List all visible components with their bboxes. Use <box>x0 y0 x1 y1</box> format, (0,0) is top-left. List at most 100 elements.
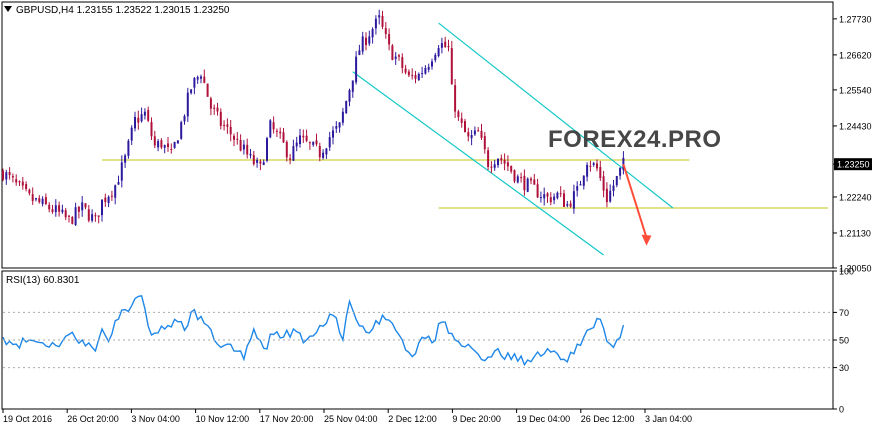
time-tick-label: 9 Dec 20:00 <box>452 414 501 424</box>
time-tick-label: 25 Nov 04:00 <box>324 414 378 424</box>
candle-body-bear <box>18 181 21 183</box>
candle-body-bear <box>302 135 305 138</box>
candle-body-bear <box>8 172 11 176</box>
candle-body-bull <box>143 111 146 116</box>
candle-body-bear <box>500 158 503 161</box>
candle-body-bull <box>579 184 582 186</box>
candle-body-bear <box>233 135 235 140</box>
candle-body-bull <box>173 142 176 148</box>
candle-body-bear <box>398 55 400 57</box>
candle-body-bear <box>170 148 173 150</box>
candle-body-bear <box>147 110 150 121</box>
candle-body-bull <box>269 120 272 138</box>
candle-body-bear <box>599 166 602 179</box>
candle-body-bull <box>497 158 499 166</box>
candle-body-bull <box>586 164 589 177</box>
candle-body-bull <box>120 162 123 181</box>
candle-body-bear <box>388 34 391 45</box>
candle-body-bull <box>193 78 196 88</box>
candle-body-bull <box>292 146 295 161</box>
price-tick-label: 1.20050 <box>839 264 872 274</box>
candle-body-bull <box>553 196 556 201</box>
candle-body-bull <box>619 167 622 176</box>
rsi-tick-label: 0 <box>839 405 844 415</box>
candle-body-bull <box>473 130 476 135</box>
candle-body-bear <box>272 122 275 130</box>
candle-body-bull <box>328 137 331 148</box>
candle-body-bull <box>107 196 110 204</box>
candle-body-bull <box>130 127 133 141</box>
candle-body-bear <box>365 37 367 46</box>
candle-body-bull <box>516 176 519 183</box>
candle-body-bear <box>480 130 483 138</box>
rsi-line <box>2 294 625 367</box>
candle-body-bull <box>325 148 328 155</box>
candle-body-bear <box>97 215 100 217</box>
candle-body-bear <box>229 126 232 135</box>
candle-body-bear <box>411 75 414 77</box>
time-axis: 19 Oct 2016 26 Oct 20:00 3 Nov 04:00 10 Nov… <box>2 409 692 424</box>
candle-body-bear <box>523 175 526 191</box>
candle-body-bull <box>322 152 325 158</box>
candle-body-bull <box>180 122 183 139</box>
candle-body-bull <box>543 194 546 199</box>
candle-body-bull <box>299 135 301 145</box>
price-tick-label: 1.24430 <box>839 121 872 131</box>
support-lines <box>102 159 828 209</box>
candle-body-bear <box>318 146 321 158</box>
candle-body-bear <box>384 28 387 34</box>
candle-body-bull <box>262 162 265 165</box>
candle-body-bear <box>68 215 70 217</box>
candle-body-bear <box>444 41 447 47</box>
candle-body-bear <box>477 130 480 132</box>
candle-body-bull <box>355 56 358 83</box>
candle-body-bear <box>2 170 4 180</box>
candle-body-bear <box>167 143 169 148</box>
candle-body-bull <box>91 214 94 221</box>
price-tick-label: 1.22240 <box>839 192 872 202</box>
candle-body-bear <box>490 166 493 168</box>
candle-body-bear <box>487 150 490 167</box>
candle-body-bear <box>216 107 219 112</box>
candle-body-bull <box>54 205 57 213</box>
candle-body-bear <box>404 68 407 73</box>
candle-body-bull <box>242 144 245 150</box>
candle-body-bull <box>335 126 338 129</box>
time-tick-label: 2 Dec 12:00 <box>388 414 437 424</box>
rsi-axis: 100 70 50 30 0 <box>3 267 854 415</box>
candle-body-bear <box>391 45 394 61</box>
candle-body-bear <box>450 48 453 85</box>
rsi-tick-label: 30 <box>839 363 849 373</box>
candle-body-bear <box>160 140 163 148</box>
time-tick-label: 19 Dec 04:00 <box>517 414 571 424</box>
candle-body-bear <box>239 140 242 151</box>
candle-body-bull <box>332 130 334 138</box>
candle-body-bull <box>190 89 193 93</box>
candle-body-bull <box>582 175 585 186</box>
time-tick-label: 3 Nov 04:00 <box>131 414 180 424</box>
candle-body-bull <box>394 56 397 59</box>
collapse-triangle-icon[interactable] <box>4 6 12 12</box>
candle-body-bear <box>275 130 278 132</box>
price-tick-label: 1.25540 <box>839 85 872 95</box>
candle-body-bull <box>526 178 529 192</box>
candle-body-bear <box>569 203 572 207</box>
time-tick-label: 19 Oct 2016 <box>3 414 52 424</box>
candle-body-bull <box>163 145 166 148</box>
candle-body-bear <box>467 132 470 137</box>
candle-body-bear <box>401 57 404 69</box>
candle-body-bear <box>153 136 156 146</box>
rsi-tick-label: 50 <box>839 336 849 346</box>
candle-body-bear <box>31 194 34 201</box>
candle-body-bear <box>457 111 460 118</box>
candle-body-bull <box>556 192 559 199</box>
candle-body-bear <box>285 141 288 158</box>
candle-body-bull <box>341 111 344 123</box>
candle-body-bear <box>94 215 97 217</box>
candle-body-bull <box>592 163 595 165</box>
rsi-tick-label: 100 <box>839 267 854 277</box>
candle-body-bear <box>48 204 51 210</box>
candle-body-bear <box>460 118 463 123</box>
candle-body-bull <box>134 116 136 129</box>
candle-body-bear <box>84 203 87 208</box>
